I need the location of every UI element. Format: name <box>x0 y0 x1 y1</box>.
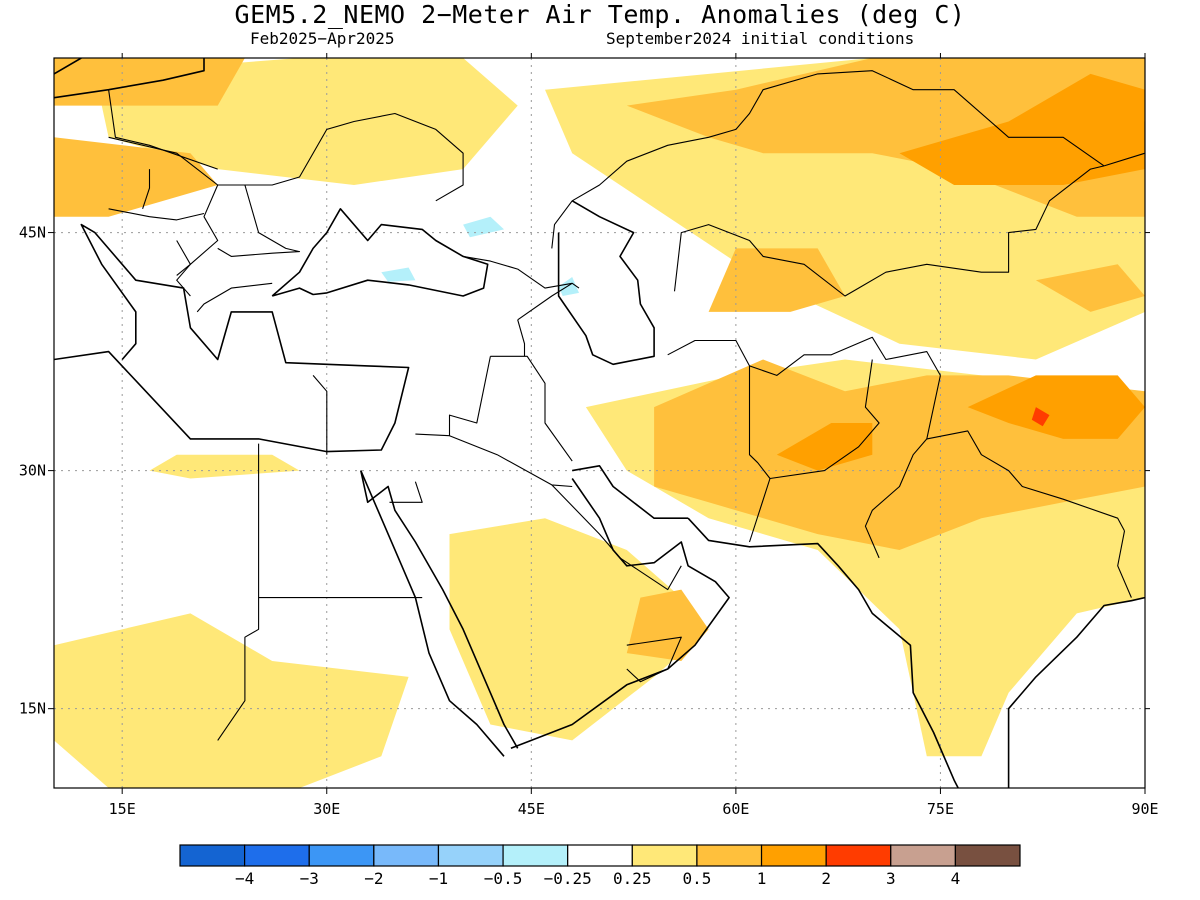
lon-tick-label: 45E <box>518 800 545 818</box>
anomaly-region--0.25 <box>381 267 416 282</box>
colorbar-label: 3 <box>886 869 896 888</box>
colorbar-label: −2 <box>364 869 383 888</box>
colorbar-label: −1 <box>429 869 448 888</box>
coastline <box>54 223 410 453</box>
coastline <box>557 200 655 366</box>
lat-tick-label: 45N <box>19 224 46 242</box>
colorbar-swatch <box>437 844 504 867</box>
anomaly-region-3 <box>1031 407 1050 427</box>
colorbar-swatch <box>244 844 310 867</box>
coastline <box>687 517 960 788</box>
anomaly-region--0.25 <box>558 277 579 296</box>
anomaly-shading-layer <box>54 58 1145 788</box>
anomaly-region--0.25 <box>463 216 504 238</box>
anomaly-region-0.5 <box>149 454 300 479</box>
forecast-period: Feb2025−Apr2025 <box>250 29 395 48</box>
colorbar-swatch <box>696 844 763 867</box>
lon-tick-label: 30E <box>313 800 340 818</box>
coastline <box>572 464 689 520</box>
anomaly-region-2 <box>967 375 1145 439</box>
anomaly-region-1 <box>626 589 709 661</box>
country-border <box>769 359 880 480</box>
country-border <box>926 430 1125 532</box>
anomaly-region-2 <box>899 73 1145 185</box>
country-border <box>108 208 205 221</box>
anomaly-region-1 <box>1035 264 1145 312</box>
colorbar-label: 4 <box>951 869 961 888</box>
coastline <box>360 470 505 757</box>
colorbar-label: 0.25 <box>613 869 652 888</box>
colorbar: −4 −3 −2 −1 −0.5 −0.25 0.25 0.5 1 2 3 4 <box>179 844 1021 888</box>
country-border <box>667 339 771 543</box>
country-border <box>551 70 1105 249</box>
colorbar-swatch <box>308 844 375 867</box>
map-area <box>53 57 1146 789</box>
colorbar-label: 1 <box>757 869 767 888</box>
colorbar-swatch <box>825 844 892 867</box>
anomaly-region-2 <box>776 423 873 471</box>
anomaly-region-0.5 <box>54 613 409 788</box>
coastline <box>54 58 205 99</box>
colorbar-label: −3 <box>300 869 319 888</box>
country-border <box>449 435 573 488</box>
country-border <box>1117 530 1132 598</box>
country-border <box>142 169 151 209</box>
colorbar-label: 2 <box>821 869 831 888</box>
map-frame <box>53 57 1146 789</box>
country-border <box>517 319 526 357</box>
lon-tick-label: 75E <box>927 800 954 818</box>
map-title: GEM5.2_NEMO 2−Meter Air Temp. Anomalies … <box>234 0 966 29</box>
coastline <box>54 58 82 75</box>
country-border <box>108 89 218 170</box>
country-border <box>312 375 328 455</box>
country-border <box>626 636 682 683</box>
coastline-layer <box>54 58 1145 788</box>
country-border <box>176 184 219 297</box>
country-border <box>217 443 260 741</box>
anomaly-region-1 <box>54 137 218 217</box>
country-border <box>490 355 573 462</box>
country-border <box>1103 121 1145 167</box>
colorbar-swatch <box>373 844 440 867</box>
coastline <box>360 470 519 749</box>
initial-conditions: September2024 initial conditions <box>606 29 915 48</box>
country-border <box>176 240 191 276</box>
lon-tick-label: 15E <box>109 800 136 818</box>
colorbar-label: −4 <box>235 869 254 888</box>
coastline <box>1007 596 1145 788</box>
country-border <box>551 484 682 591</box>
lat-tick-label: 30N <box>19 462 46 480</box>
country-border <box>196 282 273 313</box>
country-border <box>389 481 423 503</box>
lat-tick-label: 15N <box>19 700 46 718</box>
colorbar-swatch <box>567 844 633 867</box>
country-border <box>517 282 580 321</box>
country-border <box>673 165 1105 297</box>
colorbar-label: −0.5 <box>484 869 523 888</box>
country-border <box>217 184 301 257</box>
colorbar-swatch <box>179 844 246 867</box>
axis-ticks: 15E 30E 45E 60E 75E 90E 45N 30N 15N <box>19 53 1159 818</box>
colorbar-swatch <box>890 844 956 867</box>
colorbar-swatch <box>631 844 698 867</box>
lon-tick-label: 60E <box>722 800 749 818</box>
border-layer <box>108 70 1145 741</box>
colorbar-label: −0.25 <box>544 869 592 888</box>
country-border <box>415 356 491 437</box>
country-border <box>463 255 573 289</box>
colorbar-swatch <box>502 844 569 867</box>
colorbar-swatch <box>954 844 1021 867</box>
colorbar-swatch <box>760 844 827 867</box>
country-border <box>749 336 941 376</box>
lon-tick-label: 90E <box>1131 800 1158 818</box>
anomaly-region-1 <box>708 248 845 312</box>
colorbar-label: 0.5 <box>682 869 711 888</box>
